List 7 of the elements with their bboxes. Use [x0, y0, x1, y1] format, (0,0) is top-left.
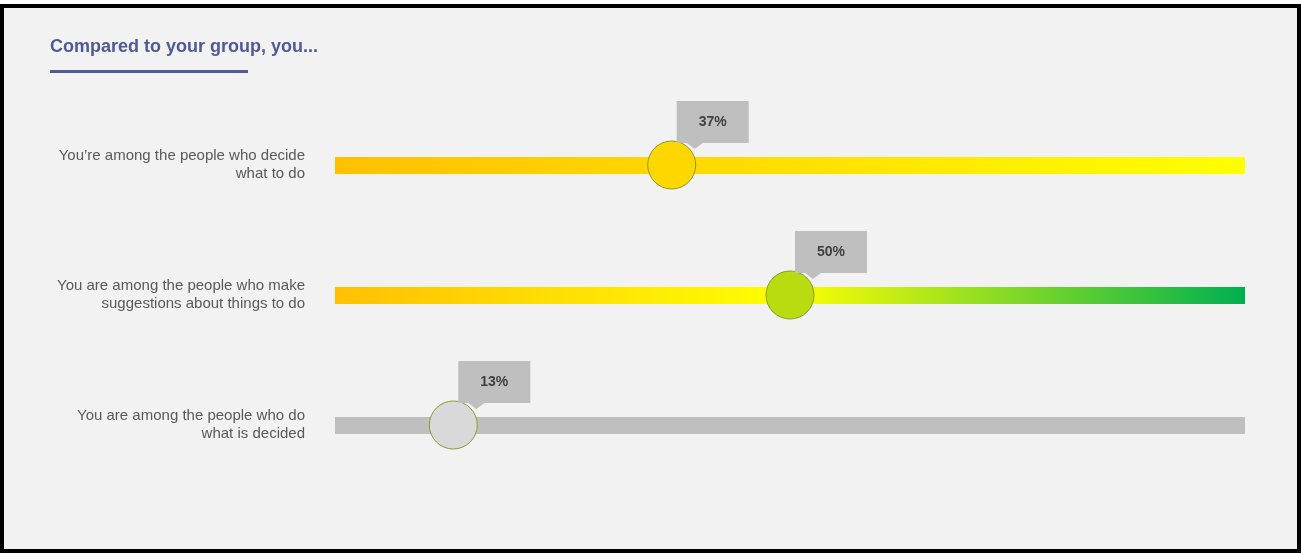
- category-label: You’re among the people who decide what to do: [58, 146, 305, 182]
- category-label: You are among the people who make suggestions about things to do: [57, 276, 305, 312]
- text: Compared to your group, you...: [50, 36, 319, 57]
- data-label: 50%: [816, 242, 846, 259]
- data-label: 37%: [698, 112, 728, 129]
- category-label: You are among the people who do what is decided: [77, 406, 305, 442]
- data-label: 13%: [480, 372, 509, 389]
